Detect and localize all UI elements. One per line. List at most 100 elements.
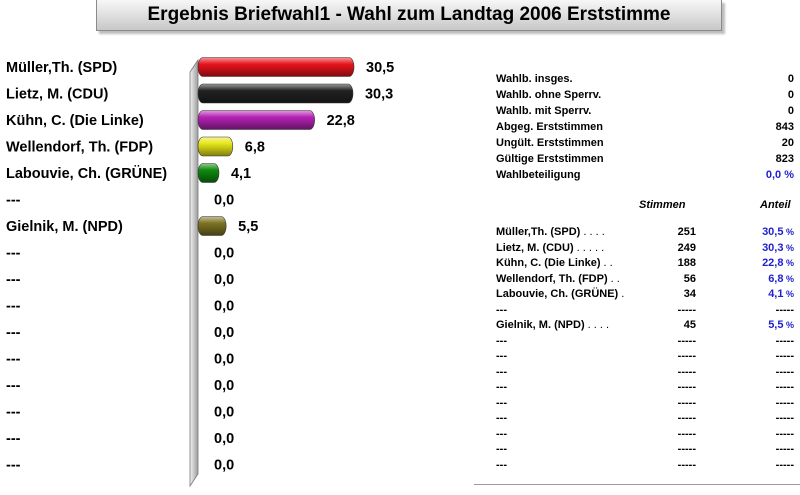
result-votes: ----- (677, 381, 696, 393)
result-name-text: --- (496, 427, 507, 440)
result-percent-value: ----- (775, 381, 794, 393)
bar (197, 216, 227, 236)
result-row: --- ----- ----- (496, 303, 796, 319)
stat-label: Wahlb. insges. (496, 73, 573, 85)
stat-row: Wahlb. ohne Sperrv. 0 (496, 87, 796, 103)
result-name-text: --- (496, 381, 507, 393)
result-name: --- (496, 365, 507, 381)
result-row: --- ----- ----- (496, 458, 796, 474)
result-percent-value: ----- (775, 412, 794, 424)
result-row: --- ----- ----- (496, 411, 796, 427)
leader-dots: . . . . (580, 226, 605, 238)
result-row: Lietz, M. (CDU) . . . . . 249 30,3 % (496, 241, 796, 257)
candidate-label: Wellendorf, Th. (FDP) (6, 140, 153, 156)
candidate-label: --- (6, 405, 21, 421)
value-label: 5,5 (238, 219, 258, 235)
candidate-label: Kühn, C. (Die Linke) (6, 113, 144, 129)
value-label: 0,0 (214, 193, 234, 209)
leader-dots: . . . . (584, 319, 610, 331)
value-label: 0,0 (214, 378, 234, 394)
result-percent: ----- (776, 442, 794, 458)
result-name-text: --- (496, 396, 507, 409)
result-name: Gielnik, M. (NPD) . . . . (496, 318, 609, 334)
result-name-text: --- (496, 350, 507, 362)
percent-sign: % (783, 289, 794, 299)
result-percent-value: 30,3 (762, 241, 784, 254)
result-name-text: Kühn, C. (Die Linke) (496, 257, 601, 269)
candidate-label: --- (6, 272, 21, 288)
header-stimmen: Stimmen (639, 199, 686, 211)
result-name: Müller,Th. (SPD) . . . . (496, 225, 605, 241)
result-row: --- ----- ----- (496, 334, 796, 350)
result-row: Labouvie, Ch. (GRÜNE) . 34 4,1 % (496, 287, 796, 303)
stat-value: 843 (775, 121, 794, 133)
result-percent-value: 5,5 (768, 319, 784, 331)
result-percent-value: 4,1 (768, 288, 784, 300)
stat-label: Gültige Erststimmen (496, 153, 604, 165)
result-row: --- ----- ----- (496, 365, 796, 381)
stat-value: 0 (787, 105, 794, 117)
value-label: 0,0 (214, 458, 234, 474)
stat-row: Ungült. Erststimmen 20 (496, 135, 796, 151)
candidate-label: --- (6, 352, 21, 368)
chart-title: Ergebnis Briefwahl1 - Wahl zum Landtag 2… (96, 0, 722, 31)
candidate-label: --- (6, 378, 21, 394)
result-percent-value: ----- (775, 303, 794, 316)
result-percent-value: 6,8 (768, 272, 784, 285)
result-votes: ----- (677, 412, 696, 424)
chart-axis-wall (189, 58, 199, 488)
value-label: 4,1 (231, 166, 251, 182)
result-percent-value: ----- (775, 350, 794, 362)
result-votes: ----- (677, 334, 696, 347)
result-name: --- (496, 427, 507, 443)
result-votes: 188 (677, 257, 696, 269)
stat-label: Ungült. Erststimmen (496, 137, 604, 149)
result-name-text: Wellendorf, Th. (FDP) (496, 272, 608, 285)
result-percent: ----- (776, 380, 794, 396)
stat-value: 0 (787, 73, 794, 85)
value-label: 6,8 (245, 140, 265, 156)
result-percent: 22,8 % (762, 256, 794, 272)
value-label: 0,0 (214, 246, 234, 262)
result-percent-value: ----- (775, 443, 794, 455)
result-percent: ----- (776, 396, 794, 412)
result-percent: 6,8 % (768, 272, 794, 288)
percent-sign: % (783, 227, 794, 237)
percent-sign: % (783, 273, 794, 284)
stat-label: Wahlb. ohne Sperrv. (496, 89, 602, 101)
result-name: Wellendorf, Th. (FDP) . . (496, 272, 620, 288)
result-name: --- (496, 334, 507, 350)
value-label: 0,0 (214, 431, 234, 447)
bar (197, 110, 315, 130)
candidate-label: Müller,Th. (SPD) (6, 60, 117, 76)
result-name-text: --- (496, 303, 507, 316)
header-anteil: Anteil (760, 199, 791, 211)
stat-label: Abgeg. Erststimmen (496, 121, 603, 133)
stat-value: 823 (775, 153, 794, 165)
value-label: 30,5 (366, 60, 394, 76)
result-percent: 30,5 % (762, 225, 794, 241)
stat-label: Wahlb. mit Sperrv. (496, 105, 592, 117)
result-percent: 30,3 % (762, 241, 794, 257)
leader-dots: . . (600, 257, 613, 269)
result-votes: 56 (683, 272, 696, 285)
result-name-text: --- (496, 458, 507, 471)
result-percent: 4,1 % (768, 287, 794, 303)
result-votes: 34 (683, 288, 696, 300)
result-name-text: Labouvie, Ch. (GRÜNE) (496, 288, 619, 300)
statistics-panel: Wahlb. insges. 0 Wahlb. ohne Sperrv. 0 Wahlb… (496, 71, 796, 183)
value-label: 22,8 (327, 113, 355, 129)
result-percent-value: ----- (775, 334, 794, 347)
result-name: --- (496, 303, 507, 319)
result-percent: ----- (776, 458, 794, 474)
value-label: 0,0 (214, 325, 234, 341)
result-name: Labouvie, Ch. (GRÜNE) . (496, 287, 624, 303)
result-name: --- (496, 458, 507, 474)
value-label: 30,3 (365, 87, 393, 103)
stat-label: Wahlbeteiligung (496, 169, 581, 181)
result-row: Müller,Th. (SPD) . . . . 251 30,5 % (496, 225, 796, 241)
stat-row: Gültige Erststimmen 823 (496, 151, 796, 167)
result-row: Kühn, C. (Die Linke) . . 188 22,8 % (496, 256, 796, 272)
result-name: --- (496, 349, 507, 365)
result-name: --- (496, 411, 507, 427)
